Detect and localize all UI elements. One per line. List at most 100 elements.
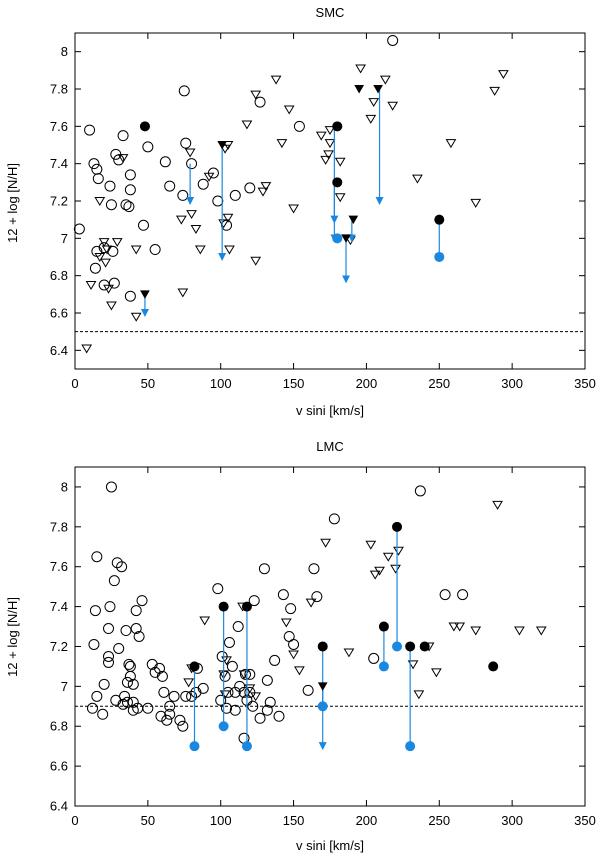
lmc-open-triangle-point	[394, 547, 403, 555]
lmc-open-triangle-point	[366, 541, 375, 549]
lmc-blue-circle-point	[189, 741, 199, 751]
smc-open-triangle-point	[113, 239, 122, 247]
smc-open-triangle-point	[132, 246, 141, 254]
lmc-open-circle-point	[104, 624, 114, 634]
lmc-open-circle-point	[175, 715, 185, 725]
smc-ytick-label: 6.6	[50, 306, 68, 321]
lmc-open-circle-point	[122, 677, 132, 687]
lmc-blue-circle-point	[219, 721, 229, 731]
lmc-open-triangle-point	[537, 627, 546, 635]
lmc-xtick-label: 100	[210, 813, 232, 828]
lmc-open-circle-point	[178, 721, 188, 731]
smc-open-triangle-point	[225, 246, 234, 254]
smc-open-circle-point	[143, 142, 153, 152]
smc-open-triangle-point	[471, 199, 480, 207]
smc-ytick-label: 8	[61, 44, 68, 59]
smc-open-triangle-point	[356, 65, 365, 73]
lmc-ytick-label: 8	[61, 479, 68, 494]
lmc-open-triangle-point	[391, 565, 400, 573]
smc-open-triangle-point	[285, 106, 294, 114]
smc-open-triangle-point	[490, 87, 499, 95]
smc-open-circle-point	[105, 181, 115, 191]
lmc-filled-circle-point	[189, 661, 199, 671]
smc-open-triangle-point	[242, 121, 251, 128]
lmc-open-circle-point	[415, 486, 425, 496]
smc-filled-triangle-point	[141, 291, 149, 298]
smc-ytick-label: 6.8	[50, 268, 68, 283]
lmc-filled-circle-point	[242, 602, 252, 612]
lmc-xtick-label: 0	[71, 813, 78, 828]
lmc-open-circle-point	[117, 562, 127, 572]
smc-filled-circle-point	[332, 121, 342, 131]
smc-filled-circle-point	[434, 215, 444, 225]
smc-open-triangle-point	[261, 183, 270, 191]
lmc-open-triangle-point	[414, 691, 423, 699]
smc-xtick-label: 50	[141, 376, 155, 391]
lmc-open-circle-point	[90, 606, 100, 616]
lmc-open-circle-point	[131, 606, 141, 616]
smc-xlabel: v sini [km/s]	[296, 403, 364, 418]
lmc-xtick-label: 300	[501, 813, 523, 828]
lmc-open-triangle-point	[432, 669, 441, 677]
lmc-open-triangle-point	[307, 599, 316, 607]
smc-open-triangle-point	[186, 149, 195, 157]
smc-open-triangle-point	[413, 175, 422, 183]
smc-open-triangle-point	[324, 151, 333, 159]
lmc-open-triangle-point	[384, 553, 393, 561]
lmc-open-circle-point	[137, 596, 147, 606]
smc-xtick-label: 300	[501, 376, 523, 391]
smc-open-triangle-point	[132, 313, 141, 321]
lmc-filled-circle-point	[420, 641, 430, 651]
smc-open-triangle-point	[82, 345, 91, 353]
lmc-filled-circle-point	[379, 622, 389, 632]
lmc-open-circle-point	[289, 639, 299, 649]
lmc-ytick-label: 7.2	[50, 639, 68, 654]
lmc-open-circle-point	[329, 514, 339, 524]
smc-xtick-label: 0	[71, 376, 78, 391]
lmc-open-triangle-point	[493, 501, 502, 509]
smc-open-circle-point	[165, 181, 175, 191]
smc-filled-triangle-point	[374, 86, 382, 93]
smc-blue-circle-point	[434, 252, 444, 262]
lmc-blue-circle-point	[392, 641, 402, 651]
lmc-xtick-label: 150	[283, 813, 305, 828]
smc-open-circle-point	[187, 159, 197, 169]
lmc-plot-frame	[75, 467, 585, 806]
smc-ytick-label: 7.6	[50, 119, 68, 134]
smc-open-triangle-point	[196, 246, 205, 254]
lmc-open-circle-point	[270, 655, 280, 665]
lmc-xtick-label: 250	[428, 813, 450, 828]
lmc-open-circle-point	[286, 604, 296, 614]
lmc-ytick-label: 7.6	[50, 559, 68, 574]
lmc-open-circle-point	[112, 558, 122, 568]
lmc-open-circle-point	[181, 691, 191, 701]
lmc-open-circle-point	[213, 584, 223, 594]
smc-open-triangle-point	[369, 99, 378, 107]
smc-open-circle-point	[118, 131, 128, 141]
lmc-open-circle-point	[369, 653, 379, 663]
lmc-open-circle-point	[227, 661, 237, 671]
smc-plot-frame	[75, 33, 585, 369]
smc-open-triangle-point	[191, 226, 200, 234]
lmc-open-triangle-point	[289, 651, 298, 659]
lmc-open-triangle-point	[321, 539, 330, 547]
smc-open-circle-point	[106, 200, 116, 210]
smc-open-triangle-point	[289, 205, 298, 213]
lmc-ytick-label: 6.4	[50, 799, 68, 814]
lmc-open-circle-point	[309, 564, 319, 574]
smc-open-circle-point	[125, 170, 135, 180]
smc-title: SMC	[316, 5, 345, 20]
smc-open-circle-point	[138, 220, 148, 230]
smc-open-circle-point	[108, 246, 118, 256]
lmc-ytick-label: 6.6	[50, 759, 68, 774]
chart-figure: SMC v sini [km/s] 12 + log [N/H] 0 50 100 1…	[0, 0, 600, 856]
smc-open-circle-point	[124, 202, 134, 212]
lmc-xlabel: v sini [km/s]	[296, 838, 364, 853]
smc-open-triangle-point	[95, 254, 104, 262]
lmc-open-triangle-point	[295, 667, 304, 675]
lmc-open-circle-point	[169, 691, 179, 701]
smc-open-circle-point	[294, 121, 304, 131]
lmc-open-circle-point	[312, 592, 322, 602]
smc-open-triangle-point	[87, 282, 96, 290]
lmc-open-circle-point	[92, 552, 102, 562]
